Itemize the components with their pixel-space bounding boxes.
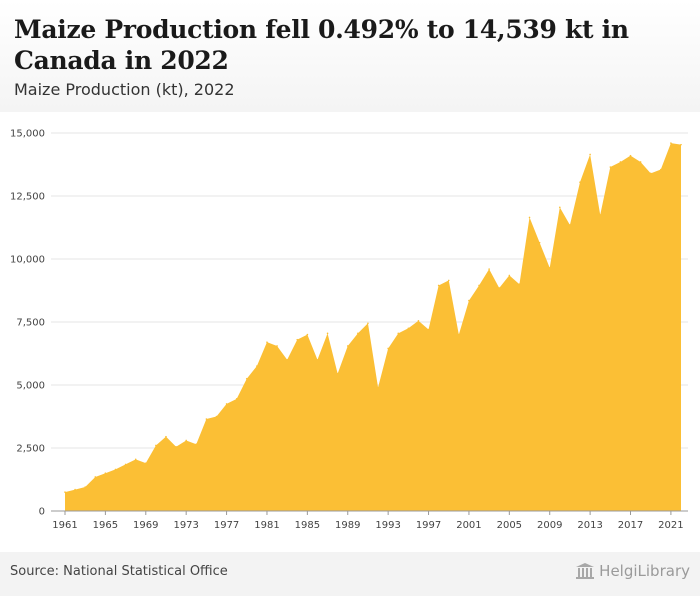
data-point bbox=[639, 161, 642, 163]
data-point bbox=[367, 322, 369, 325]
y-tick-label: 2,500 bbox=[16, 444, 45, 455]
data-point bbox=[74, 488, 76, 491]
data-point bbox=[357, 332, 359, 335]
chart-area: 0 2,500 5,000 7,500 10,000 12,500 15,000 1961 19… bbox=[0, 112, 700, 552]
data-point bbox=[215, 415, 218, 418]
data-point bbox=[235, 398, 238, 400]
data-point bbox=[326, 332, 329, 335]
data-point bbox=[195, 443, 198, 446]
helgi-library-logo: HelgiLibrary bbox=[575, 562, 690, 580]
y-tick-label: 5,000 bbox=[16, 381, 45, 392]
data-point bbox=[427, 328, 430, 331]
y-tick-label: 15,000 bbox=[10, 129, 45, 140]
data-point bbox=[518, 283, 521, 285]
data-point bbox=[266, 341, 268, 343]
data-point bbox=[599, 214, 602, 216]
data-point bbox=[245, 377, 248, 380]
data-point bbox=[609, 166, 612, 168]
chart-subtitle: Maize Production (kt), 2022 bbox=[14, 80, 235, 99]
data-point bbox=[94, 476, 97, 478]
x-tick-label: 1981 bbox=[254, 520, 279, 531]
data-point bbox=[649, 172, 652, 175]
data-point bbox=[660, 168, 662, 171]
data-point bbox=[619, 161, 622, 163]
data-point bbox=[538, 241, 541, 244]
x-tick-label: 2021 bbox=[658, 520, 683, 531]
data-point bbox=[670, 142, 672, 144]
data-point bbox=[508, 274, 511, 277]
data-point bbox=[437, 284, 440, 287]
data-point bbox=[478, 284, 480, 287]
x-tick-label: 1985 bbox=[295, 520, 320, 531]
data-point bbox=[225, 403, 228, 405]
data-point bbox=[205, 418, 208, 420]
x-tick-label: 1969 bbox=[133, 520, 158, 531]
chart-footer: Source: National Statistical Office Helg… bbox=[0, 552, 700, 596]
x-tick-label: 2013 bbox=[577, 520, 602, 531]
data-point bbox=[286, 359, 288, 361]
library-building-icon bbox=[576, 563, 595, 579]
data-point bbox=[468, 299, 470, 302]
data-point bbox=[488, 268, 490, 270]
data-point bbox=[528, 216, 531, 219]
data-point bbox=[397, 332, 400, 335]
data-point bbox=[629, 154, 632, 157]
data-point bbox=[276, 345, 278, 347]
x-tick-label: 1977 bbox=[214, 520, 239, 531]
data-point bbox=[175, 445, 177, 448]
x-tick-label: 1997 bbox=[416, 520, 441, 531]
chart-title: Maize Production fell 0.492% to 14,539 k… bbox=[14, 15, 629, 75]
data-point bbox=[185, 439, 187, 442]
data-point bbox=[579, 181, 581, 183]
x-tick-label: 1989 bbox=[335, 520, 360, 531]
data-point bbox=[458, 333, 460, 336]
x-tick-label: 2009 bbox=[537, 520, 562, 531]
data-point bbox=[256, 365, 258, 367]
data-point bbox=[377, 386, 379, 389]
data-point bbox=[680, 143, 682, 146]
data-point bbox=[548, 267, 551, 269]
data-point bbox=[387, 347, 389, 350]
data-point bbox=[316, 359, 319, 361]
y-tick-label: 10,000 bbox=[10, 255, 45, 266]
x-tick-label: 1961 bbox=[52, 520, 77, 531]
data-point bbox=[84, 486, 86, 488]
x-tick-label: 1973 bbox=[173, 520, 198, 531]
data-point bbox=[64, 491, 66, 493]
maize-production-area bbox=[65, 143, 681, 511]
x-tick-label: 2001 bbox=[456, 520, 481, 531]
x-tick-label: 1993 bbox=[375, 520, 400, 531]
data-point bbox=[306, 333, 309, 336]
data-point bbox=[134, 458, 137, 461]
data-point bbox=[144, 462, 147, 464]
data-point bbox=[165, 435, 167, 438]
data-point bbox=[498, 287, 501, 289]
area-series bbox=[64, 142, 682, 511]
data-point bbox=[114, 468, 117, 471]
data-point bbox=[124, 463, 127, 466]
data-point bbox=[589, 153, 591, 156]
source-note: Source: National Statistical Office bbox=[10, 564, 228, 579]
axes: 0 2,500 5,000 7,500 10,000 12,500 15,000 1961 19… bbox=[10, 129, 688, 531]
data-point bbox=[447, 279, 450, 282]
y-tick-label: 12,500 bbox=[10, 192, 45, 203]
y-tick-label: 0 bbox=[39, 507, 45, 518]
data-point bbox=[417, 319, 420, 322]
data-point bbox=[559, 206, 561, 209]
x-tick-label: 1965 bbox=[93, 520, 118, 531]
y-tick-label: 7,500 bbox=[16, 318, 45, 329]
data-point bbox=[346, 345, 349, 347]
data-point bbox=[569, 224, 571, 226]
data-point bbox=[336, 372, 339, 375]
chart-header: Maize Production fell 0.492% to 14,539 k… bbox=[0, 0, 700, 112]
data-point bbox=[155, 444, 157, 447]
data-point bbox=[104, 472, 107, 475]
x-tick-label: 2005 bbox=[497, 520, 522, 531]
data-point bbox=[296, 338, 299, 341]
data-point bbox=[407, 327, 410, 330]
x-tick-label: 2017 bbox=[618, 520, 643, 531]
logo-text: HelgiLibrary bbox=[599, 562, 690, 580]
area-chart: 0 2,500 5,000 7,500 10,000 12,500 15,000 1961 19… bbox=[10, 129, 688, 531]
